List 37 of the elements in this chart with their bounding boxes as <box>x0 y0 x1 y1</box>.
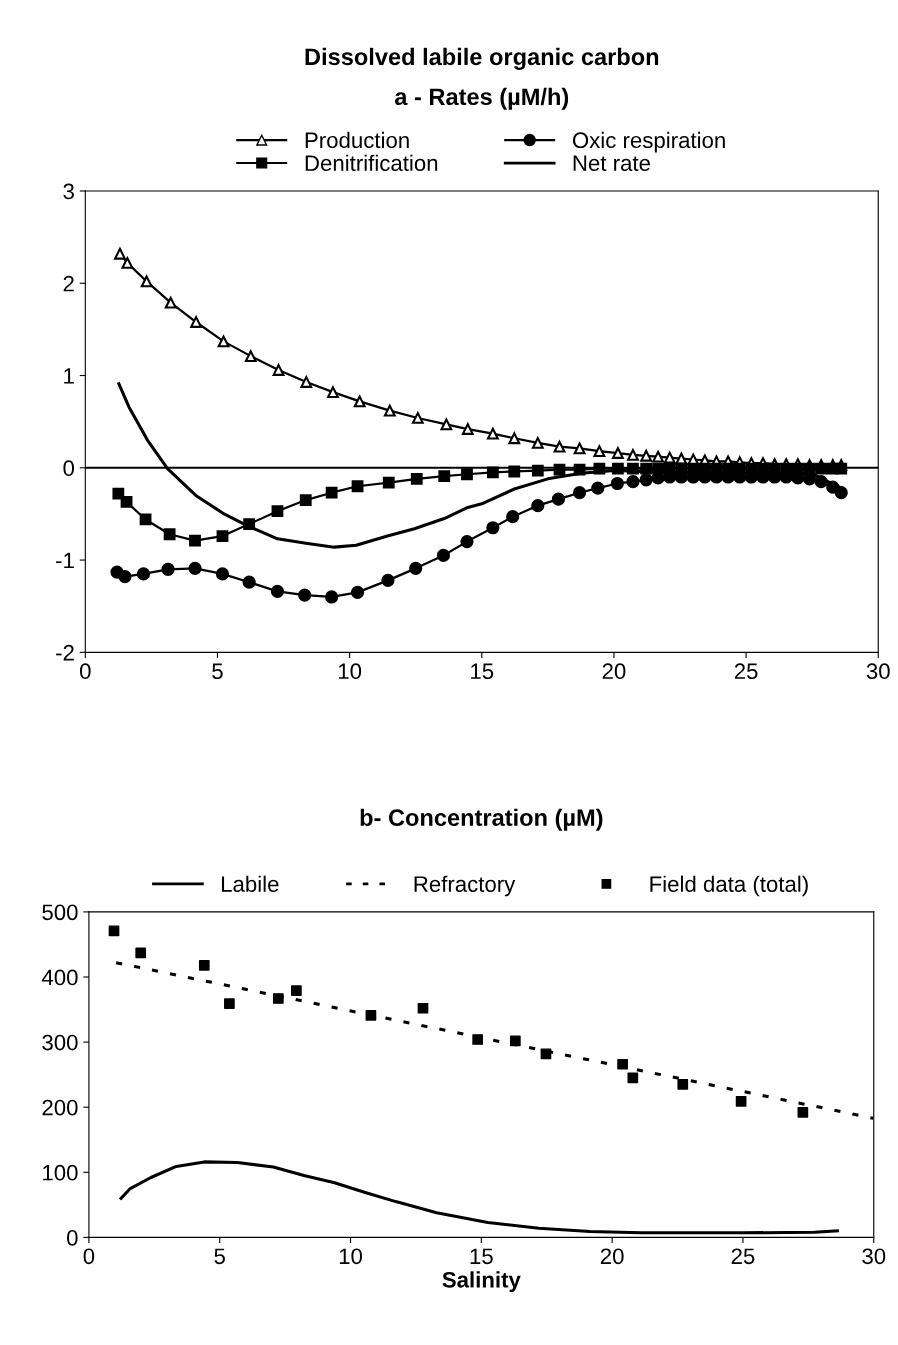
x-tick-label: 5 <box>214 1248 225 1265</box>
y-tick-label: 0 <box>67 1229 78 1246</box>
legend-label: Production <box>305 131 409 149</box>
chart-subtitle: a - Rates (µM/h) <box>395 87 569 110</box>
chart-title: b- Concentration (µM) <box>360 808 603 831</box>
y-tick-label: 1 <box>64 368 74 384</box>
y-tick-label: -2 <box>56 644 74 661</box>
legend-label: Refractory <box>414 875 516 897</box>
x-tick-label: 0 <box>83 1248 95 1265</box>
x-axis-title: Salinity <box>442 1271 521 1293</box>
y-tick-label: -1 <box>56 552 74 569</box>
x-tick-label: 0 <box>80 663 91 680</box>
legend-label: Labile <box>221 875 279 892</box>
x-tick-label: 15 <box>470 1248 493 1265</box>
legend-label: Denitrification <box>305 154 438 172</box>
x-tick-label: 30 <box>866 663 890 680</box>
y-tick-label: 2 <box>63 275 74 292</box>
x-tick-label: 25 <box>734 663 758 680</box>
y-tick-label: 0 <box>63 460 75 477</box>
legend-label: Field data (total) <box>650 875 808 897</box>
x-tick-label: 15 <box>471 663 494 680</box>
legend-label: Net rate <box>573 155 650 172</box>
x-tick-label: 30 <box>862 1248 886 1265</box>
y-tick-label: 300 <box>42 1034 78 1051</box>
x-tick-label: 25 <box>731 1248 755 1265</box>
x-tick-label: 20 <box>600 1248 624 1265</box>
y-tick-label: 500 <box>42 904 78 921</box>
x-tick-label: 10 <box>339 1248 363 1265</box>
x-tick-label: 5 <box>212 663 223 680</box>
chart-title: Dissolved labile organic carbon <box>305 47 659 70</box>
y-tick-label: 400 <box>41 969 78 986</box>
y-tick-label: 200 <box>42 1099 78 1116</box>
y-tick-label: 3 <box>63 183 74 200</box>
x-tick-label: 10 <box>338 663 362 680</box>
legend-label: Oxic respiration <box>572 131 725 153</box>
x-tick-label: 20 <box>602 663 626 680</box>
y-tick-label: 100 <box>43 1164 78 1181</box>
